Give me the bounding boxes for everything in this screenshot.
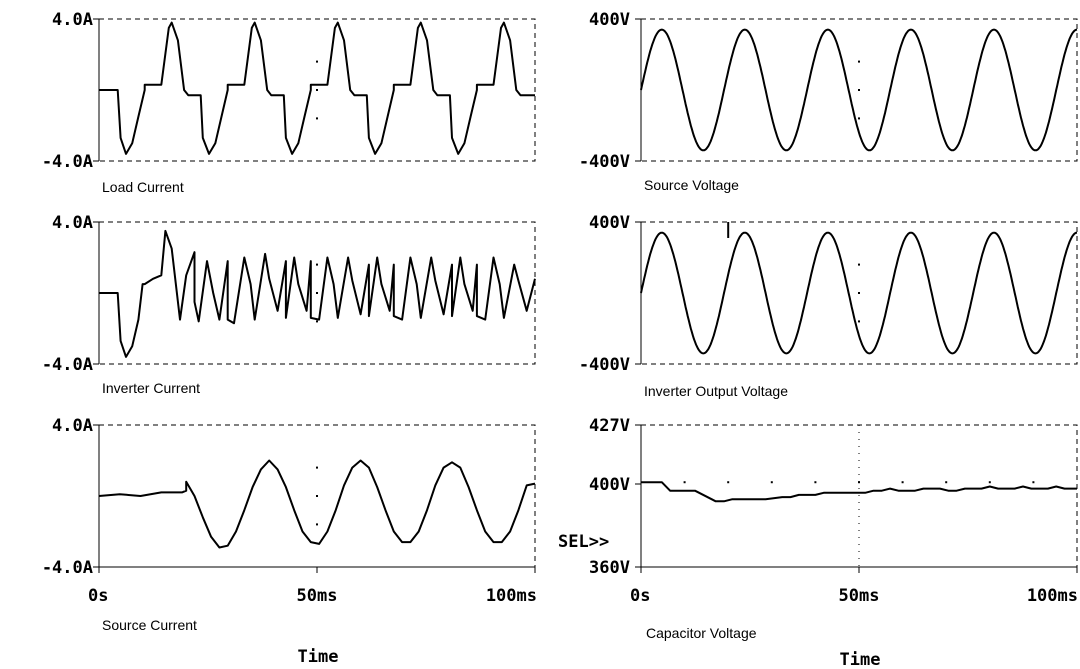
grid-dot <box>316 320 318 323</box>
y-tick-label-top: 400V <box>589 213 630 233</box>
grid-dot <box>901 481 904 484</box>
series-line-source-voltage <box>640 28 1078 152</box>
grid-dot <box>683 481 686 484</box>
series-line-inverter-output-voltage <box>640 231 1078 355</box>
grid-dot <box>858 263 860 266</box>
y-tick-label-bottom: -4.0A <box>42 355 93 375</box>
grid-dot <box>858 292 860 294</box>
center-grid-dots <box>316 466 318 526</box>
x-tick-label: 0s <box>88 586 108 606</box>
y-tick-label-top: 400V <box>589 10 630 30</box>
grid-dot <box>770 481 773 484</box>
trace-name-label: Source Current <box>102 617 197 633</box>
y-tick-label-bottom: -4.0A <box>42 152 93 172</box>
series-line-capacitor-voltage <box>641 481 1077 503</box>
grid-dot <box>316 292 318 294</box>
x-axis-label: Time <box>840 650 881 669</box>
grid-dot <box>316 466 318 469</box>
grid-dot <box>858 320 860 323</box>
grid-dot <box>316 523 318 526</box>
panel-inverter-output-voltage: 400V -400V Inverter Output Voltage <box>579 213 1078 399</box>
y-tick-label-bottom: -400V <box>579 355 630 375</box>
y-tick-label-top: 4.0A <box>52 10 93 30</box>
x-tick-label: 100ms <box>486 586 537 606</box>
x-axis-label: Time <box>298 647 339 667</box>
grid-dot <box>858 117 860 120</box>
grid-dot <box>316 263 318 266</box>
panel-inverter-current: 4.0A -4.0A Inverter Current <box>42 213 536 396</box>
center-grid-dots <box>316 263 318 323</box>
grid-dot <box>814 481 817 484</box>
grid-dot <box>316 495 318 497</box>
grid-dot <box>988 481 991 484</box>
series-line-source-current <box>98 459 536 549</box>
y-tick-label-top: 4.0A <box>52 416 93 436</box>
y-tick-label-top: 4.0A <box>52 213 93 233</box>
panel-source-voltage: 400V -400V Source Voltage <box>579 10 1078 193</box>
trace-name-label: Inverter Output Voltage <box>644 383 788 399</box>
x-tick-label: 50ms <box>839 586 880 606</box>
series-line-load-current <box>99 21 535 155</box>
trace-name-label: Load Current <box>102 179 184 195</box>
grid-dot <box>858 481 860 484</box>
x-tick-label: 50ms <box>297 586 338 606</box>
trace-name-label: Capacitor Voltage <box>646 625 757 641</box>
y-tick-label-bottom: -4.0A <box>42 558 93 578</box>
grid-dot <box>316 60 318 63</box>
grid-dot <box>1032 481 1035 484</box>
center-grid-dots <box>858 263 860 323</box>
series-line-inverter-current <box>99 229 536 358</box>
grid-dot <box>858 89 860 91</box>
level-grid-dots <box>683 481 1035 484</box>
grid-dot <box>858 60 860 63</box>
center-grid-dots <box>858 60 860 120</box>
x-tick-label: 0s <box>630 586 650 606</box>
grid-dot <box>316 117 318 120</box>
grid-dot <box>316 89 318 91</box>
panel-source-current: 4.0A -4.0A 0s 50ms 100ms Source Current … <box>42 416 537 667</box>
center-grid-dots <box>316 60 318 120</box>
x-tick-label: 100ms <box>1027 586 1078 606</box>
trace-name-label: Source Voltage <box>644 177 739 193</box>
y-tick-label-bottom: -400V <box>579 152 630 172</box>
panel-capacitor-voltage: 427V 400V 360V SEL>> 0s 50ms 100ms Capac… <box>558 416 1078 669</box>
grid-dot <box>945 481 948 484</box>
y-tick-label-top: 427V <box>589 416 630 436</box>
y-tick-label-bottom: 360V <box>589 558 630 578</box>
panel-load-current: 4.0A -4.0A Load Current <box>42 10 536 195</box>
selected-trace-marker: SEL>> <box>558 532 609 552</box>
grid-dot <box>727 481 730 484</box>
trace-name-label: Inverter Current <box>102 380 200 396</box>
y-tick-label-middle: 400V <box>589 475 630 495</box>
